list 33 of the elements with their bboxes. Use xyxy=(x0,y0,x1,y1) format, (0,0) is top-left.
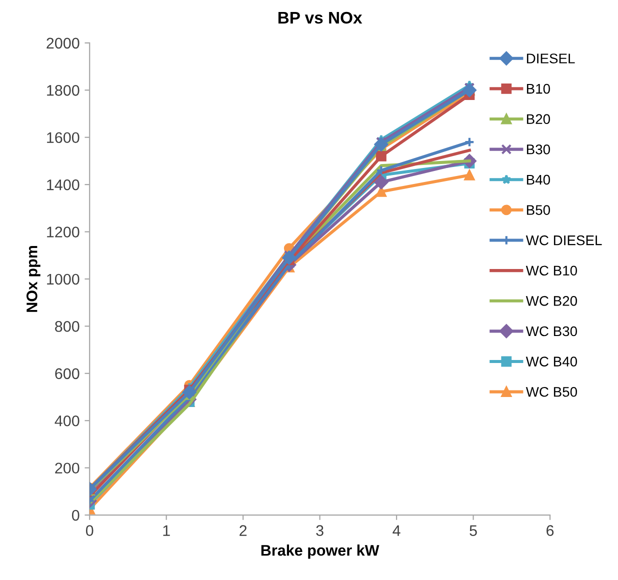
x-tick-label: 1 xyxy=(163,525,170,536)
y-tick-label: 0 xyxy=(72,510,80,521)
y-tick-label: 200 xyxy=(55,462,80,474)
legend-label: WC B20 xyxy=(526,296,578,306)
y-tick-label: 1400 xyxy=(47,179,80,190)
x-tick-label: 4 xyxy=(392,525,400,536)
legend-label: B10 xyxy=(526,84,550,94)
x-tick-label: 3 xyxy=(316,525,324,536)
legend-label: WC B30 xyxy=(526,326,578,336)
y-tick-label: 2000 xyxy=(46,38,80,49)
legend-label: B20 xyxy=(526,114,550,124)
legend-label: DIESEL xyxy=(526,54,575,64)
y-tick-label: 1000 xyxy=(47,274,80,285)
y-tick-label: 1200 xyxy=(47,226,80,238)
x-axis-title: Brake power kW xyxy=(261,544,380,559)
x-tick-label: 0 xyxy=(86,525,94,536)
legend-label: WC B10 xyxy=(526,266,578,276)
chart-title: BP vs NOx xyxy=(278,12,362,24)
legend-label: B50 xyxy=(526,205,550,215)
x-tick-label: 6 xyxy=(546,525,554,536)
y-axis-title: NOx ppm xyxy=(26,246,40,312)
legend-label: WC DIESEL xyxy=(526,235,602,246)
y-tick-label: 1800 xyxy=(47,85,80,96)
y-tick-label: 1600 xyxy=(47,132,80,144)
y-tick-label: 800 xyxy=(55,321,80,332)
legend-label: B40 xyxy=(526,174,550,185)
legend-label: B30 xyxy=(526,144,550,154)
x-tick-label: 2 xyxy=(240,525,247,536)
legend-label: WC B40 xyxy=(526,356,578,366)
y-tick-label: 600 xyxy=(55,368,80,380)
legend-label: WC B50 xyxy=(526,386,578,397)
y-tick-label: 400 xyxy=(54,415,80,426)
x-tick-label: 5 xyxy=(470,525,477,536)
